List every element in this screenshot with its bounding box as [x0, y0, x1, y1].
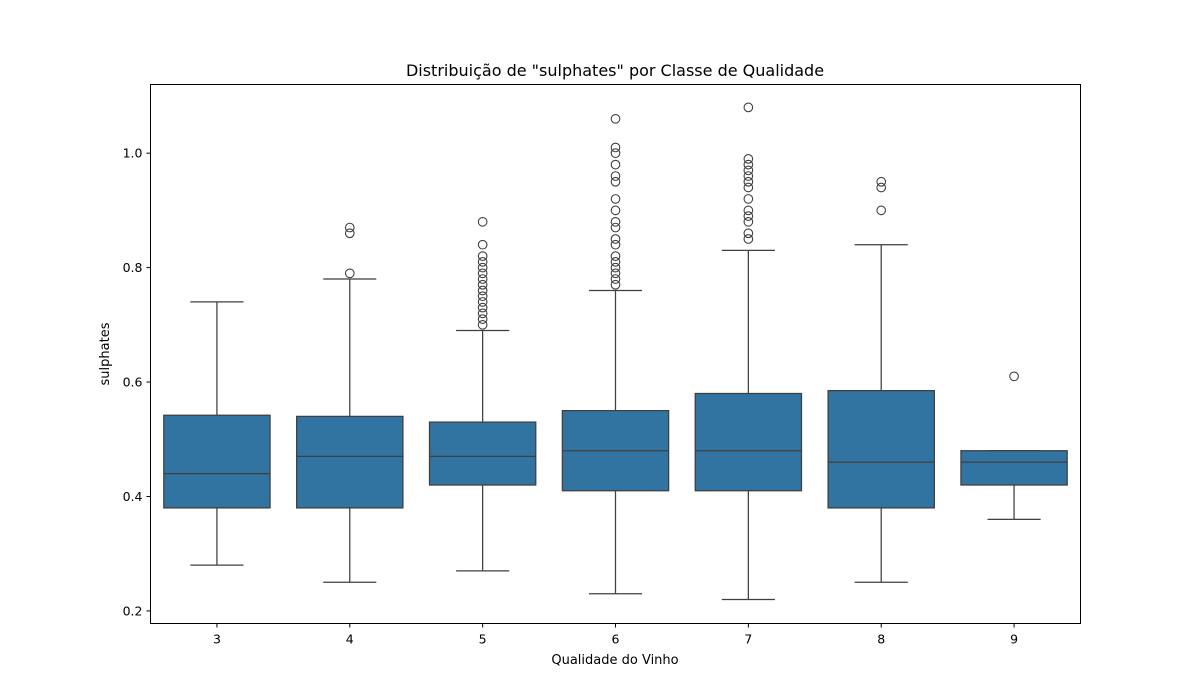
outlier-point [876, 205, 887, 216]
x-tick-label: 5 [479, 632, 487, 647]
box-group-4 [296, 222, 404, 583]
x-tick-label: 6 [612, 632, 620, 647]
outlier-point [477, 216, 488, 227]
outlier-point [477, 285, 488, 296]
outlier-point [743, 159, 754, 170]
outlier-point [743, 216, 754, 227]
chart-title: Distribuição de "sulphates" por Classe d… [406, 61, 824, 80]
outlier-point [610, 142, 621, 153]
outlier-point [743, 205, 754, 216]
x-tick-label: 9 [1010, 632, 1018, 647]
outlier-point [344, 228, 355, 239]
iqr-box [694, 392, 803, 492]
y-axis: 0.2 0.4 0.6 0.8 1.0 [123, 146, 151, 618]
outlier-point [610, 205, 621, 216]
outlier-point [743, 154, 754, 164]
outlier-point [610, 216, 621, 227]
y-tick-label: 0.2 [123, 603, 143, 618]
outlier-point [743, 176, 754, 187]
outlier-point [610, 194, 621, 204]
iqr-box [960, 450, 1068, 486]
outlier-point [610, 268, 621, 279]
outlier-point [477, 308, 488, 319]
outlier-point [344, 268, 355, 279]
outlier-point [477, 257, 488, 267]
outlier-point [610, 159, 621, 170]
outlier-point [743, 211, 754, 221]
outlier-point [876, 182, 887, 193]
outlier-point [610, 176, 621, 187]
outlier-point [477, 268, 488, 279]
x-tick-label: 7 [744, 632, 752, 647]
outlier-point [743, 171, 754, 181]
outlier-point [743, 102, 754, 113]
box-group-5 [428, 216, 537, 572]
outlier-point [876, 176, 887, 187]
box-group-8 [827, 176, 935, 583]
outlier-point [477, 274, 488, 284]
outlier-point [477, 251, 488, 262]
outlier-point [610, 239, 621, 250]
x-axis: 3 4 5 6 7 8 9 [213, 623, 1018, 647]
outlier-point [610, 251, 621, 262]
outlier-point [610, 257, 621, 267]
outlier-point [610, 222, 621, 233]
box-group-6 [561, 113, 670, 595]
outlier-point [743, 234, 754, 244]
outlier-point [610, 113, 621, 124]
box-group-3 [163, 301, 271, 566]
outlier-point [610, 234, 621, 244]
x-tick-label: 8 [877, 632, 885, 647]
plot-area [163, 102, 1068, 601]
iqr-box [163, 414, 271, 509]
outlier-point [743, 228, 754, 239]
outlier-point [743, 182, 754, 193]
y-axis-label: sulphates [98, 322, 113, 385]
iqr-box [428, 421, 537, 486]
outlier-point [610, 279, 621, 290]
box-group-7 [694, 102, 803, 601]
y-tick-label: 1.0 [123, 146, 143, 161]
iqr-box [827, 389, 935, 509]
outlier-point [610, 262, 621, 273]
y-tick-label: 0.8 [123, 260, 143, 275]
box-group-9 [960, 371, 1068, 520]
outlier-point [344, 222, 355, 233]
outlier-point [477, 291, 488, 302]
outlier-point [477, 314, 488, 324]
outlier-point [477, 279, 488, 290]
outlier-point [477, 319, 488, 330]
outlier-point [477, 262, 488, 273]
outlier-point [743, 194, 754, 204]
outlier-point [477, 297, 488, 307]
outlier-point [1009, 371, 1019, 382]
y-tick-label: 0.6 [123, 375, 143, 390]
outlier-point [477, 302, 488, 313]
x-axis-label: Qualidade do Vinho [551, 653, 678, 668]
x-tick-label: 4 [346, 632, 354, 647]
outlier-point [610, 274, 621, 284]
y-tick-label: 0.4 [123, 489, 143, 504]
outlier-point [610, 171, 621, 181]
x-tick-label: 3 [213, 632, 221, 647]
outlier-point [477, 239, 488, 250]
iqr-box [296, 415, 404, 509]
outlier-point [743, 165, 754, 176]
outlier-point [610, 148, 621, 159]
